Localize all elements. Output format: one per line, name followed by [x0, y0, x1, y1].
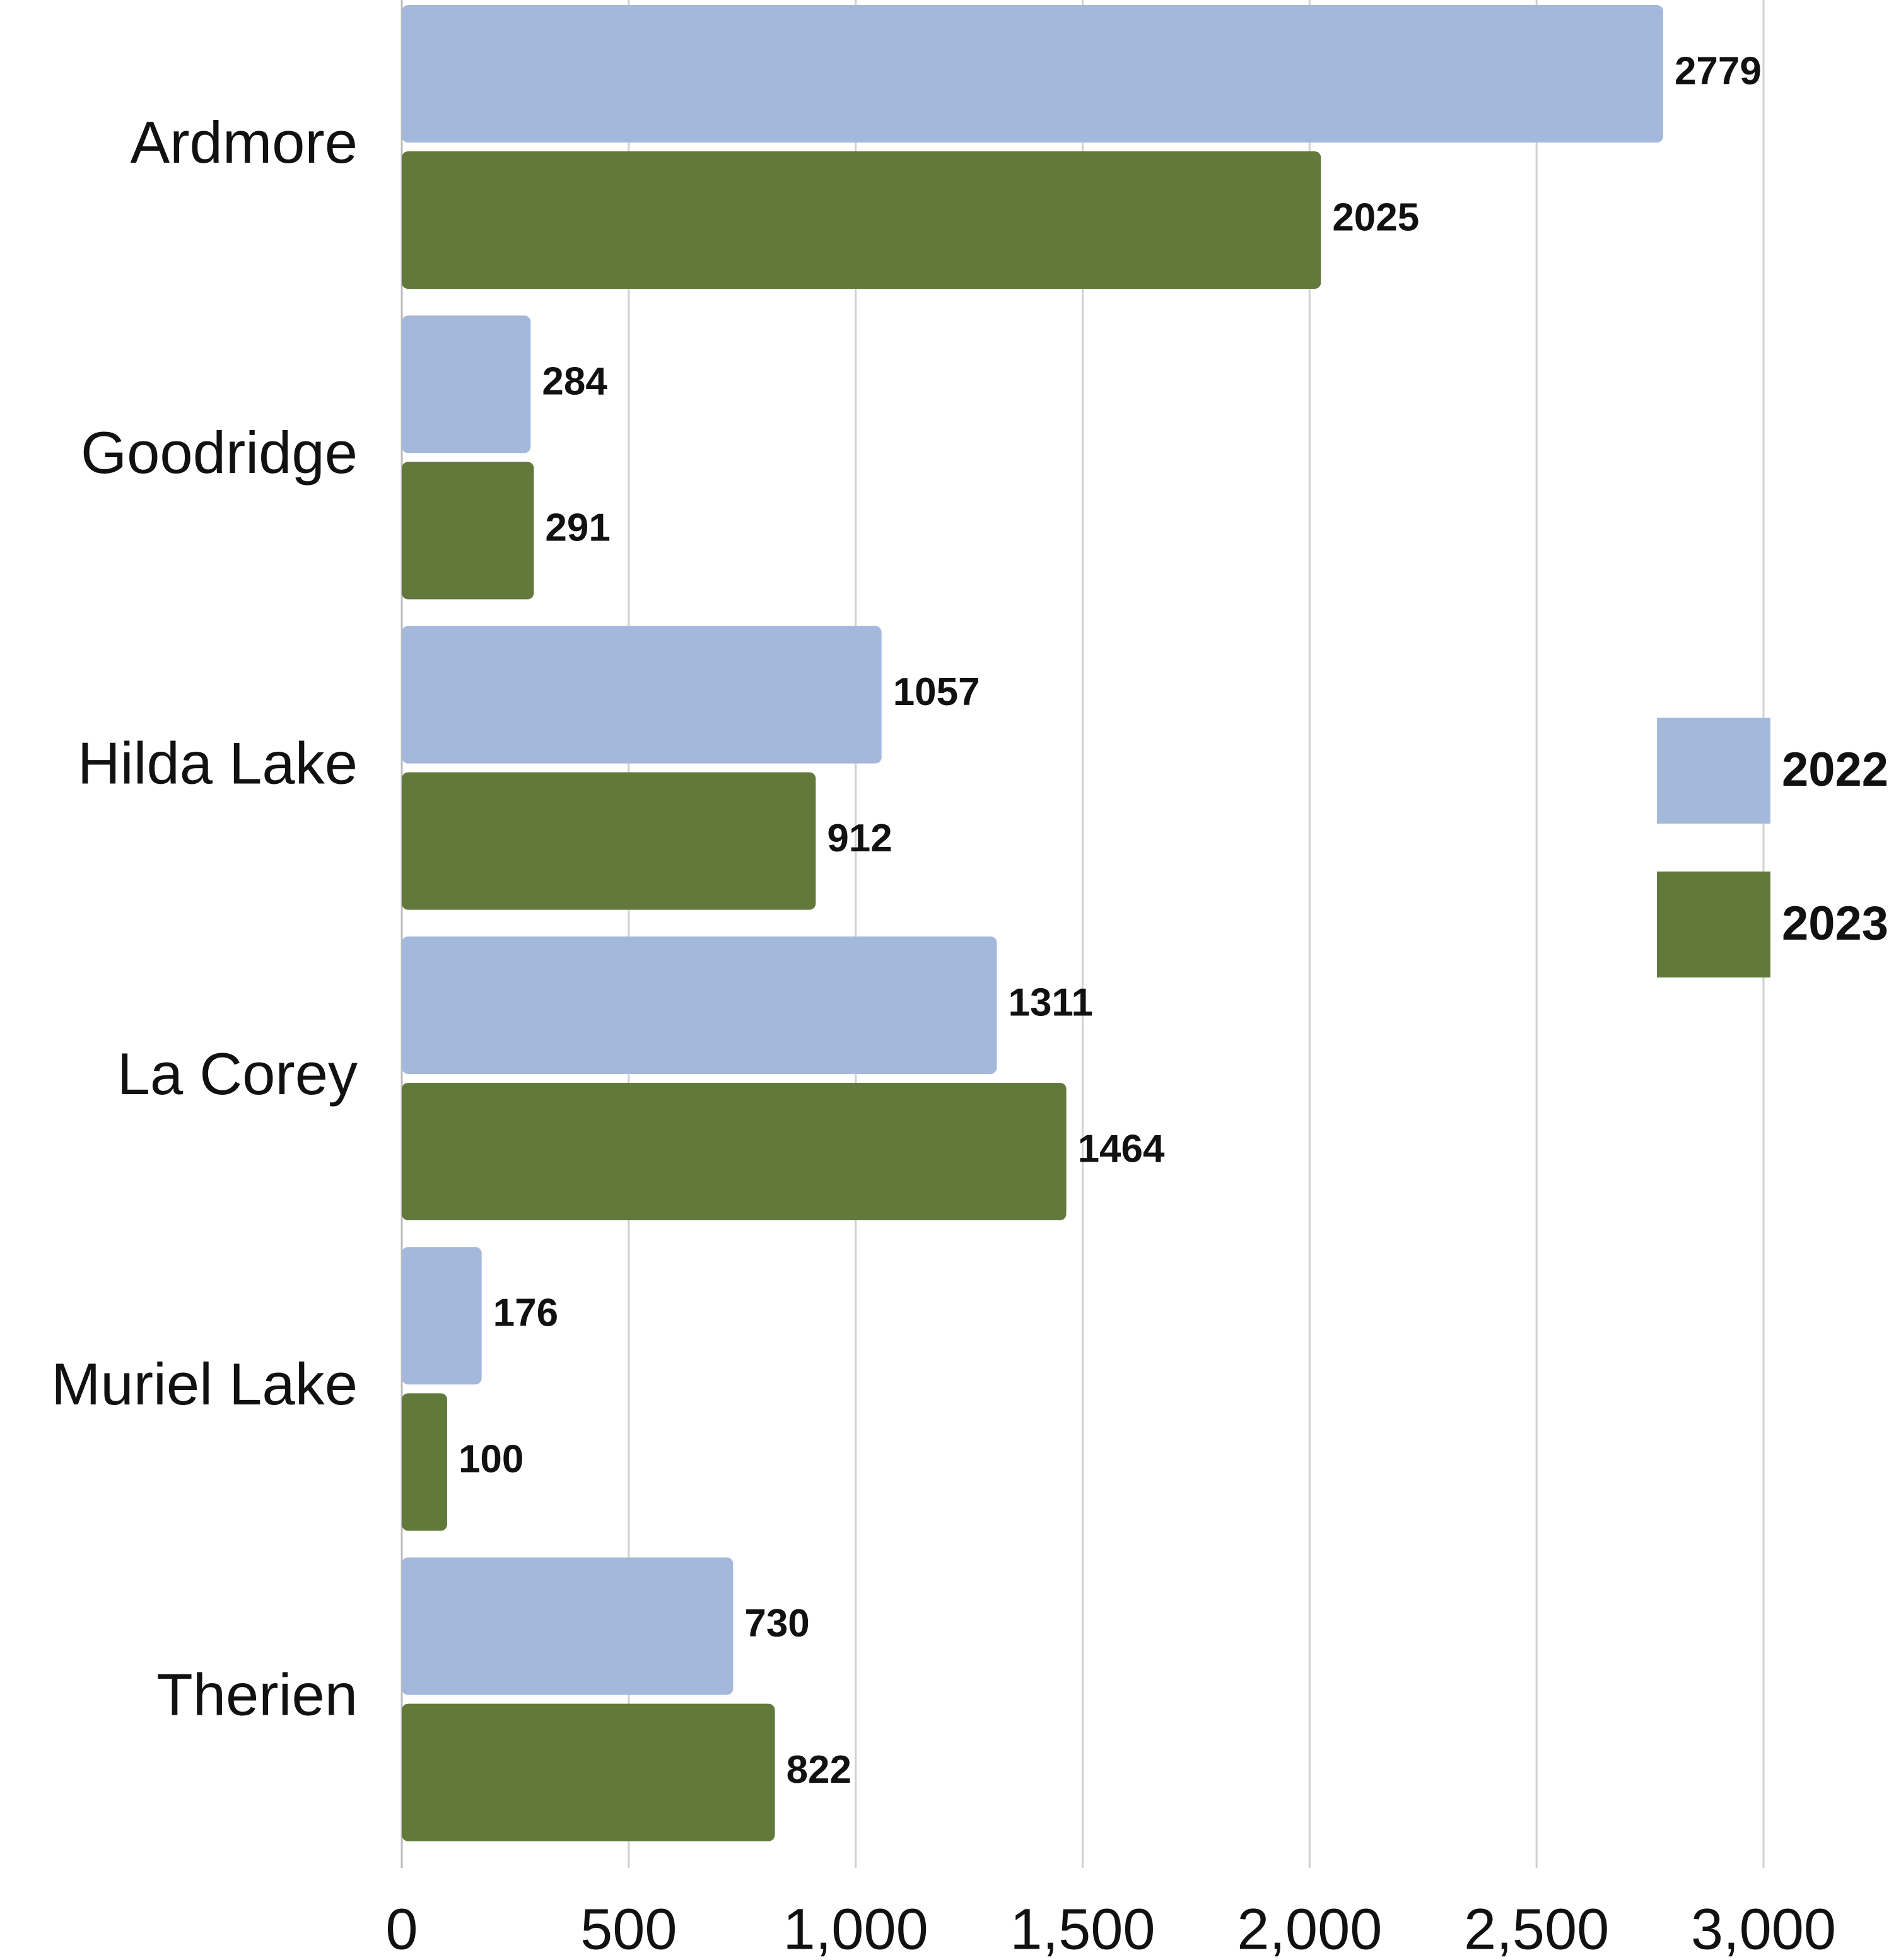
- value-label: 284: [542, 360, 607, 404]
- x-tick-label: 3,000: [1691, 1897, 1836, 1960]
- bar: [402, 462, 534, 600]
- bar: [402, 936, 997, 1074]
- value-label: 730: [744, 1602, 809, 1645]
- bar: [402, 772, 816, 910]
- bar: [402, 1703, 775, 1841]
- value-label: 1057: [893, 670, 980, 714]
- x-tick-label: 1,000: [783, 1897, 928, 1960]
- legend-label: 2023: [1782, 897, 1888, 950]
- value-label: 1311: [1008, 981, 1093, 1024]
- bar: [402, 1083, 1067, 1220]
- bar: [402, 1247, 482, 1385]
- legend-swatch: [1657, 872, 1770, 977]
- x-tick-label: 1,500: [1010, 1897, 1155, 1960]
- bar: [402, 315, 531, 453]
- legend-label: 2022: [1782, 743, 1888, 796]
- bar: [402, 626, 882, 764]
- x-tick-label: 0: [385, 1897, 418, 1960]
- y-tick-label: Muriel Lake: [51, 1351, 358, 1417]
- y-tick-label: Ardmore: [131, 109, 358, 175]
- value-label: 2025: [1332, 195, 1419, 239]
- value-label: 1464: [1078, 1127, 1165, 1170]
- bar: [402, 1557, 734, 1695]
- value-label: 291: [545, 506, 610, 550]
- value-label: 176: [493, 1292, 558, 1335]
- value-label: 912: [827, 817, 892, 860]
- x-tick-label: 500: [580, 1897, 677, 1960]
- bar: [402, 151, 1321, 289]
- y-tick-label: Goodridge: [81, 419, 358, 486]
- value-label: 822: [787, 1748, 851, 1792]
- x-tick-label: 2,500: [1464, 1897, 1609, 1960]
- y-tick-label: Therien: [156, 1661, 358, 1727]
- y-tick-label: Hilda Lake: [78, 730, 358, 796]
- bar: [402, 5, 1663, 143]
- legend-swatch: [1657, 718, 1770, 824]
- bar: [402, 1393, 447, 1531]
- x-tick-label: 2,000: [1237, 1897, 1382, 1960]
- value-label: 100: [459, 1438, 524, 1481]
- y-tick-label: La Corey: [117, 1041, 358, 1107]
- value-label: 2779: [1675, 49, 1762, 93]
